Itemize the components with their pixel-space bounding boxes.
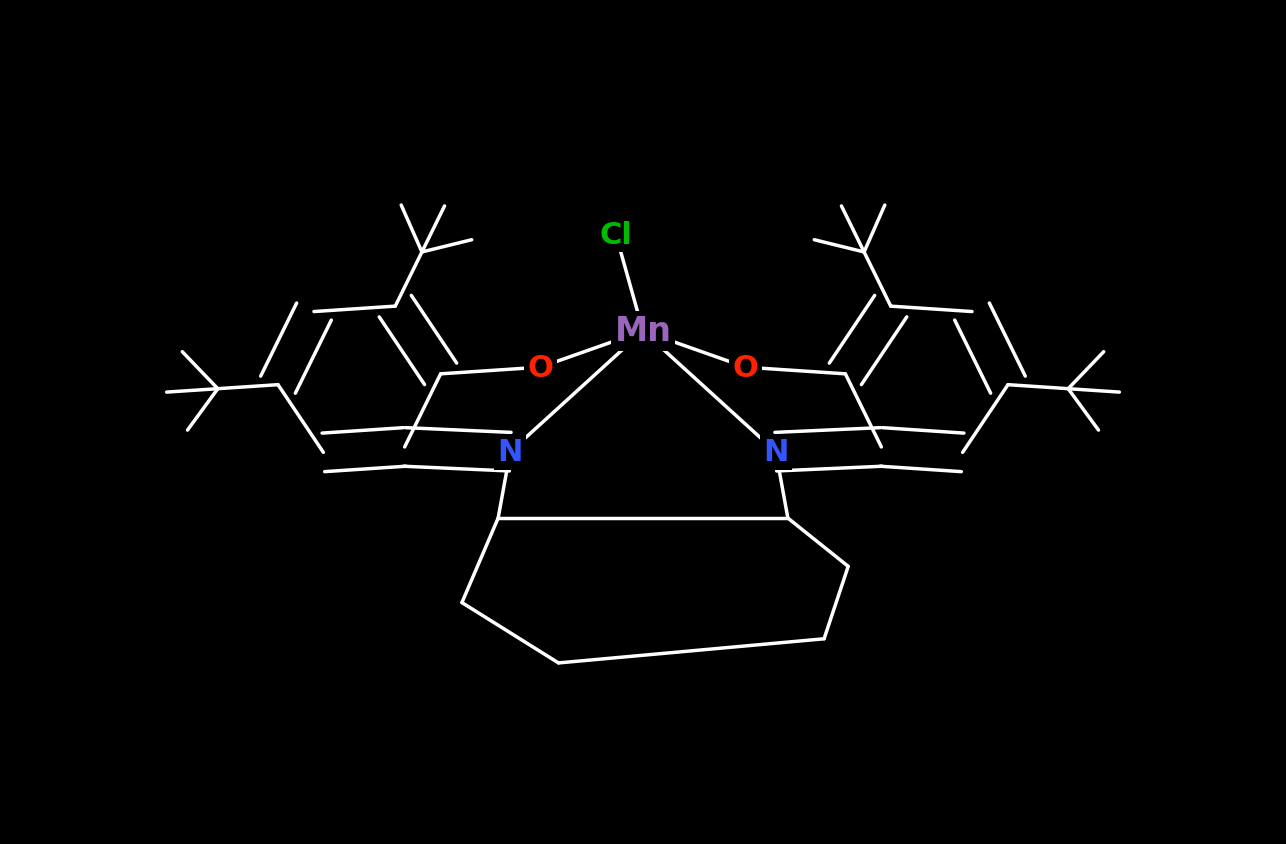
Text: O: O bbox=[527, 354, 553, 382]
Text: Mn: Mn bbox=[615, 315, 671, 348]
Text: O: O bbox=[733, 354, 759, 382]
Text: Cl: Cl bbox=[599, 220, 633, 250]
Text: N: N bbox=[763, 438, 788, 467]
Text: N: N bbox=[498, 438, 523, 467]
